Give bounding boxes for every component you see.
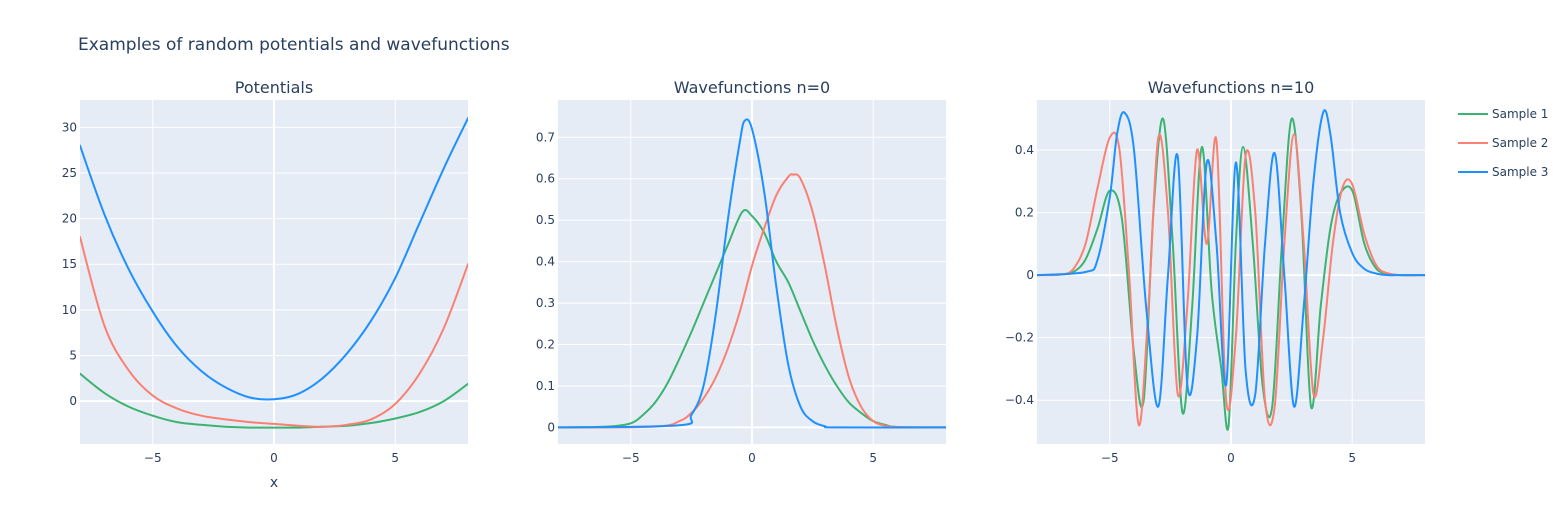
subplot-title: Wavefunctions n=10	[1148, 78, 1315, 97]
legend-item-sample-1[interactable]: Sample 1	[1458, 107, 1548, 121]
subplot-wavefunctions-n10: −5 0 5 −0.4 −0.2 0 0.2 0.4 Wavefunctions n=10	[1005, 78, 1425, 465]
y-tick-label: 15	[62, 257, 77, 271]
legend-item-sample-3[interactable]: Sample 3	[1458, 165, 1548, 179]
legend-label: Sample 1	[1492, 107, 1548, 121]
y-tick-label: 0.4	[536, 255, 555, 269]
subplot-title: Potentials	[235, 78, 313, 97]
x-tick-label: −5	[622, 451, 640, 465]
legend-item-sample-2[interactable]: Sample 2	[1458, 136, 1548, 150]
subplot-wavefunctions-n0: −5 0 5 0 0.1 0.2 0.3 0.4 0.5 0.6 0.7 Wavefunctions …	[536, 78, 946, 465]
y-tick-label: 0.4	[1015, 143, 1034, 157]
x-tick-label: 0	[748, 451, 756, 465]
x-tick-label: −5	[1101, 451, 1119, 465]
series-line-sample-2[interactable]	[80, 235, 468, 428]
subplots: −5 0 5 0 5 10 15 20 25 30 Potentials x −5 0 5 0 0.1 0.2 0.…	[62, 78, 1425, 491]
x-tick-label: 5	[869, 451, 877, 465]
y-tick-label: 0	[547, 420, 555, 434]
y-tick-label: 25	[62, 166, 77, 180]
x-axis-label: x	[270, 475, 278, 491]
y-tick-label: 0.5	[536, 213, 555, 227]
legend-label: Sample 3	[1492, 165, 1548, 179]
legend-label: Sample 2	[1492, 136, 1548, 150]
y-tick-label: 0.1	[536, 379, 555, 393]
x-tick-label: −5	[144, 451, 162, 465]
y-tick-label: 5	[69, 348, 77, 362]
y-tick-label: 0.3	[536, 296, 555, 310]
y-tick-label: 0.6	[536, 172, 555, 186]
legend[interactable]: Sample 1 Sample 2 Sample 3	[1458, 107, 1548, 179]
x-tick-label: 0	[270, 451, 278, 465]
series-line-sample-2[interactable]	[1037, 131, 1425, 427]
series-group	[80, 117, 468, 429]
series-line-sample-1[interactable]	[80, 372, 468, 429]
series-line-sample-3[interactable]	[558, 118, 946, 429]
y-tick-label: 0	[69, 394, 77, 408]
series-group	[558, 118, 946, 429]
y-tick-label: 0	[1026, 268, 1034, 282]
y-tick-label: 20	[62, 212, 77, 226]
y-tick-label: 0.2	[536, 338, 555, 352]
y-tick-label: 30	[62, 120, 77, 134]
subplot-potentials: −5 0 5 0 5 10 15 20 25 30 Potentials x	[62, 78, 468, 491]
x-tick-label: 5	[391, 451, 399, 465]
series-line-sample-3[interactable]	[1037, 109, 1425, 408]
y-tick-label: 10	[62, 303, 77, 317]
subplot-title: Wavefunctions n=0	[674, 78, 830, 97]
series-line-sample-3[interactable]	[80, 117, 468, 401]
y-tick-label: 0.2	[1015, 206, 1034, 220]
y-tick-label: −0.4	[1005, 393, 1034, 407]
series-line-sample-1[interactable]	[558, 209, 946, 429]
figure-title: Examples of random potentials and wavefu…	[78, 35, 510, 55]
x-tick-label: 0	[1227, 451, 1235, 465]
y-tick-label: 0.7	[536, 130, 555, 144]
x-tick-label: 5	[1348, 451, 1356, 465]
series-group	[1037, 109, 1425, 431]
series-line-sample-2[interactable]	[558, 173, 946, 429]
y-tick-label: −0.2	[1005, 331, 1034, 345]
